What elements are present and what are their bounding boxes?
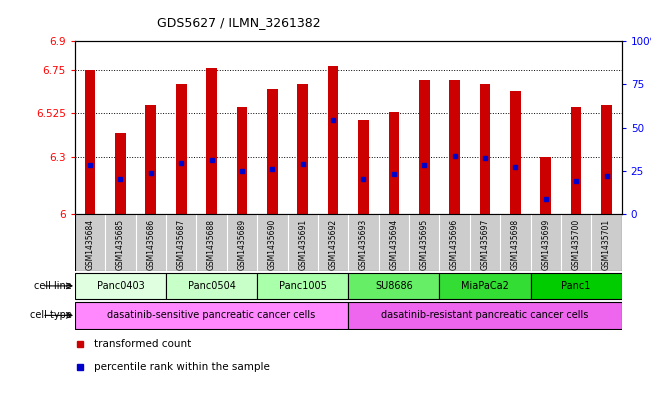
Text: GSM1435688: GSM1435688: [207, 219, 216, 270]
Text: dasatinib-resistant pancreatic cancer cells: dasatinib-resistant pancreatic cancer ce…: [381, 310, 589, 320]
FancyBboxPatch shape: [75, 273, 166, 299]
Text: GSM1435689: GSM1435689: [238, 219, 247, 270]
Bar: [237, 107, 247, 214]
Bar: [176, 84, 187, 214]
Text: percentile rank within the sample: percentile rank within the sample: [94, 362, 270, 372]
Bar: [298, 84, 308, 214]
Text: cell line: cell line: [34, 281, 72, 291]
Text: Panc1: Panc1: [561, 281, 591, 291]
Bar: [480, 84, 490, 214]
Bar: [602, 105, 612, 214]
Text: GSM1435691: GSM1435691: [298, 219, 307, 270]
Text: Panc0504: Panc0504: [187, 281, 236, 291]
FancyBboxPatch shape: [531, 273, 622, 299]
Bar: [115, 134, 126, 214]
Bar: [328, 66, 339, 214]
Bar: [358, 120, 368, 214]
Text: GSM1435701: GSM1435701: [602, 219, 611, 270]
Text: GSM1435684: GSM1435684: [85, 219, 94, 270]
Text: Panc1005: Panc1005: [279, 281, 327, 291]
Text: GSM1435687: GSM1435687: [176, 219, 186, 270]
FancyBboxPatch shape: [166, 273, 257, 299]
Text: GSM1435693: GSM1435693: [359, 219, 368, 270]
Text: GSM1435690: GSM1435690: [268, 219, 277, 270]
Bar: [449, 80, 460, 214]
Text: GSM1435700: GSM1435700: [572, 219, 581, 270]
Text: MiaPaCa2: MiaPaCa2: [461, 281, 509, 291]
Text: GSM1435695: GSM1435695: [420, 219, 429, 270]
Bar: [389, 112, 399, 214]
Bar: [419, 80, 430, 214]
FancyBboxPatch shape: [439, 273, 531, 299]
Text: cell type: cell type: [30, 310, 72, 320]
Bar: [267, 89, 277, 214]
Text: GSM1435696: GSM1435696: [450, 219, 459, 270]
Text: dasatinib-sensitive pancreatic cancer cells: dasatinib-sensitive pancreatic cancer ce…: [107, 310, 316, 320]
Text: Panc0403: Panc0403: [96, 281, 145, 291]
Text: SU8686: SU8686: [375, 281, 413, 291]
FancyBboxPatch shape: [75, 214, 622, 271]
FancyBboxPatch shape: [75, 302, 348, 329]
Bar: [571, 107, 581, 214]
FancyBboxPatch shape: [257, 273, 348, 299]
Text: GSM1435698: GSM1435698: [511, 219, 520, 270]
Text: GSM1435694: GSM1435694: [389, 219, 398, 270]
Text: GSM1435686: GSM1435686: [146, 219, 156, 270]
Bar: [206, 68, 217, 214]
Text: GDS5627 / ILMN_3261382: GDS5627 / ILMN_3261382: [157, 17, 320, 29]
Text: GSM1435692: GSM1435692: [329, 219, 338, 270]
Bar: [510, 91, 521, 214]
FancyBboxPatch shape: [348, 302, 622, 329]
Text: transformed count: transformed count: [94, 340, 191, 349]
Text: GSM1435699: GSM1435699: [541, 219, 550, 270]
Bar: [146, 105, 156, 214]
Bar: [85, 70, 95, 214]
Bar: [540, 156, 551, 214]
FancyBboxPatch shape: [348, 273, 439, 299]
Text: GSM1435685: GSM1435685: [116, 219, 125, 270]
Text: GSM1435697: GSM1435697: [480, 219, 490, 270]
